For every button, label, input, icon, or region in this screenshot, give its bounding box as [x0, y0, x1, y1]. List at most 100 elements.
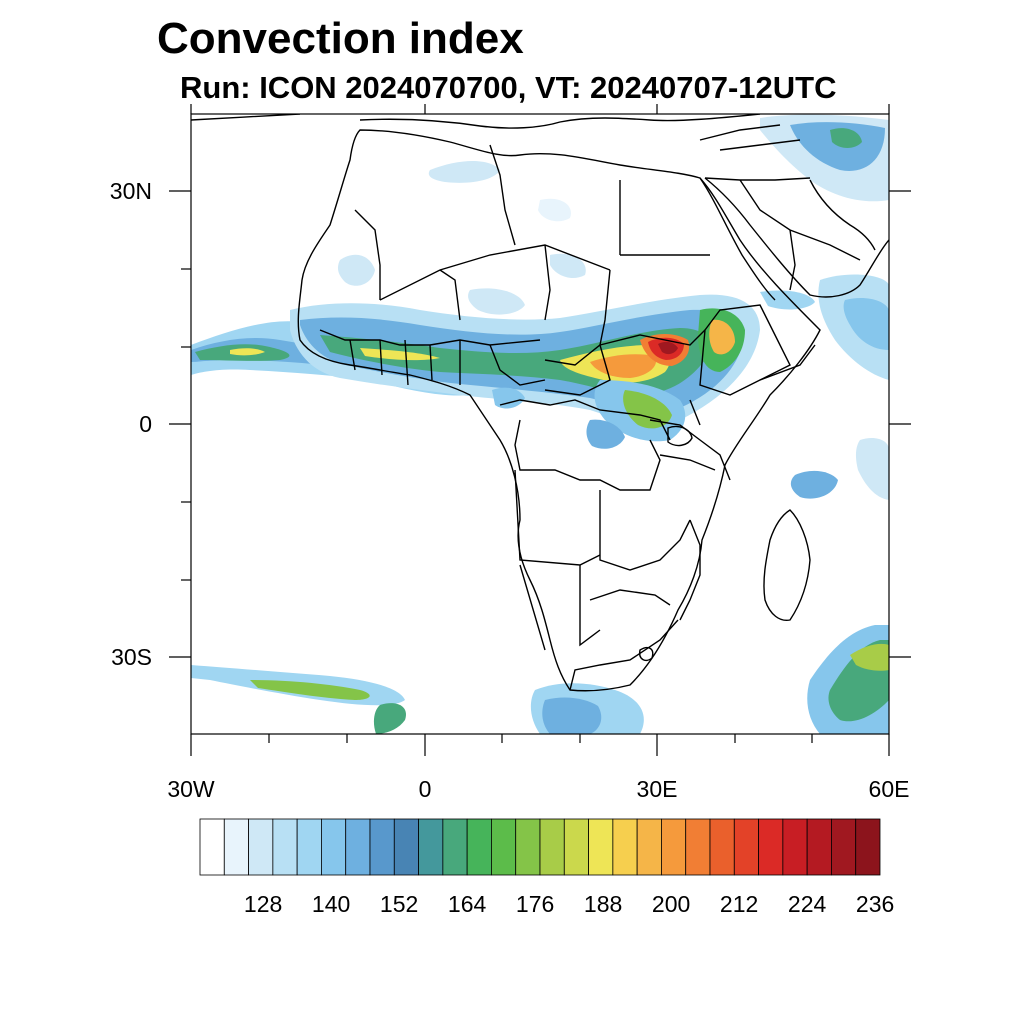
convection-area-congo-basin — [586, 419, 625, 449]
convection-area-indian-ocean-north — [790, 470, 838, 499]
colorbar-swatch — [369, 818, 395, 876]
colorbar-swatch — [393, 818, 419, 876]
coastline-arabia — [704, 177, 889, 298]
border-zambia — [599, 490, 691, 571]
colorbar-swatch — [733, 818, 759, 876]
colorbar-swatch — [636, 818, 662, 876]
convection-area-indian-ocean-east — [855, 438, 889, 500]
colorbar-label: 176 — [516, 891, 554, 917]
colorbar — [199, 818, 881, 876]
convection-area-south-indian-ocean-yellow — [850, 643, 889, 671]
colorbar-swatch — [515, 818, 541, 876]
convection-area-middle-east-mid — [790, 122, 885, 171]
border-algeria-libya — [489, 144, 516, 246]
colorbar-swatch — [539, 818, 565, 876]
colorbar-swatch — [806, 818, 832, 876]
border-congo — [499, 399, 671, 441]
colorbar-swatch — [831, 818, 857, 876]
colorbar-label: 152 — [380, 891, 418, 917]
colorbar-swatch — [223, 818, 249, 876]
axis-ticks — [169, 104, 911, 756]
map-borders — [191, 114, 889, 692]
colorbar-label: 140 — [312, 891, 350, 917]
convection-area-south-sudan-darkred — [658, 341, 678, 355]
convection-field — [191, 114, 889, 734]
convection-area-sahara-central — [468, 288, 525, 315]
colorbar-swatch — [272, 818, 298, 876]
convection-area-sahara-north — [428, 161, 500, 183]
convection-area-yemen — [760, 290, 815, 310]
border-arabia — [704, 177, 861, 291]
map-subtitle: Run: ICON 2024070700, VT: 20240707-12UTC — [180, 70, 837, 105]
colorbar-swatch — [296, 818, 322, 876]
lat-label-30s: 30S — [111, 644, 152, 670]
convection-area-sahel-orange — [590, 354, 657, 378]
border-namibia — [519, 564, 601, 651]
border-sudan-south-sudan — [599, 329, 706, 346]
border-sahel-north — [379, 244, 611, 301]
border-somalia — [759, 344, 816, 381]
lon-label-30e: 30E — [637, 776, 678, 802]
colorbar-label: 188 — [584, 891, 622, 917]
lon-label-60e: 60E — [869, 776, 910, 802]
border-mali-niger — [439, 269, 461, 321]
border-niger-chad — [544, 244, 551, 321]
border-ethiopia — [699, 304, 791, 396]
coastline-africa — [297, 129, 821, 692]
colorbar-swatch — [588, 818, 614, 876]
border-mozambique — [679, 519, 701, 621]
border-south-africa — [569, 619, 679, 691]
convection-area-gabon — [492, 387, 525, 409]
convection-area-south-atlantic-green — [250, 680, 370, 700]
border-lake-victoria — [667, 425, 693, 447]
convection-area-iraq-green — [830, 128, 862, 148]
convection-area-sahara-west — [337, 254, 375, 286]
colorbar-label: 224 — [788, 891, 827, 917]
convection-area-libya — [538, 198, 571, 222]
convection-area-congo-green — [623, 390, 672, 429]
colorbar-swatch — [418, 818, 444, 876]
border-botswana — [589, 589, 671, 606]
colorbar-label: 164 — [448, 891, 487, 917]
colorbar-swatch — [709, 818, 735, 876]
colorbar-swatch — [442, 818, 468, 876]
border-lesotho — [638, 646, 654, 662]
colorbar-swatch — [466, 818, 492, 876]
colorbar-swatch — [855, 818, 881, 876]
colorbar-swatch — [612, 818, 638, 876]
colorbar-swatch — [199, 818, 225, 876]
colorbar-swatch — [345, 818, 371, 876]
convection-area-arabian-sea-mid — [843, 298, 889, 350]
axis-labels: 30W 0 30E 60E 30N 0 30S — [110, 178, 910, 802]
coastline-europe — [191, 114, 761, 129]
border-morocco-algeria — [354, 209, 381, 300]
border-nigeria-cameroon — [489, 344, 546, 386]
lon-label-0: 0 — [419, 776, 432, 802]
border-car — [544, 343, 611, 396]
convection-area-atlantic-itcz-yellow — [230, 348, 265, 356]
map-title: Convection index — [157, 14, 524, 63]
colorbar-swatch — [782, 818, 808, 876]
colorbar-swatch — [685, 818, 711, 876]
border-east-africa — [649, 399, 731, 481]
colorbar-swatch — [491, 818, 517, 876]
coastline-madagascar — [763, 509, 811, 622]
coastline-persian-gulf — [809, 179, 876, 251]
colorbar-swatch — [321, 818, 347, 876]
colorbar-swatch — [563, 818, 589, 876]
colorbar-label: 128 — [244, 891, 282, 917]
border-drc — [514, 419, 661, 491]
convection-area-south-atlantic-blue-2 — [373, 703, 406, 734]
colorbar-labels: 128 140 152 164 176 188 200 212 224 236 — [244, 891, 894, 917]
border-chad-sudan — [599, 269, 611, 346]
lat-label-30n: 30N — [110, 178, 152, 204]
coastline-red-sea — [699, 177, 776, 301]
lon-label-30w: 30W — [167, 776, 215, 802]
border-angola — [514, 469, 601, 566]
colorbar-swatch — [758, 818, 784, 876]
convection-area-ethiopia-core — [709, 319, 735, 355]
lat-label-0: 0 — [139, 411, 152, 437]
convection-area-south-africa-south-mid — [542, 697, 602, 734]
border-turkey-syria — [699, 124, 801, 151]
